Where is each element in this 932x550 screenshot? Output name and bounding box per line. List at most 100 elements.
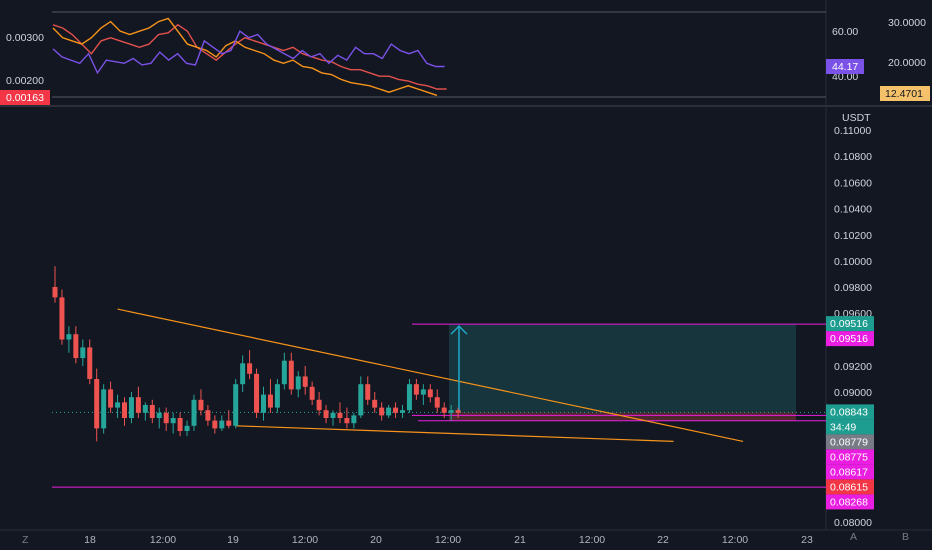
log-scale-button[interactable]: B xyxy=(902,531,909,543)
candle-body xyxy=(420,389,426,395)
candle-body xyxy=(247,363,253,374)
price-label: 0.09000 xyxy=(834,387,872,399)
candle-body xyxy=(87,347,93,379)
time-label: 22 xyxy=(657,534,669,546)
candle-body xyxy=(122,402,127,418)
price-label: 0.10600 xyxy=(834,177,872,189)
price-badge xyxy=(826,494,874,510)
candle-body xyxy=(94,379,100,429)
ind-right-current-bg xyxy=(880,86,930,101)
time-label: 23 xyxy=(801,534,813,546)
price-badge xyxy=(826,449,874,465)
candle-body xyxy=(351,415,357,424)
time-label: 12:00 xyxy=(435,534,461,546)
candle-body xyxy=(365,384,371,400)
candle-body xyxy=(177,418,183,431)
price-badge xyxy=(826,479,874,495)
candle-body xyxy=(302,376,308,387)
time-axis: 18 12:00 19 12:00 20 12:00 21 12:00 22 12:00 23 xyxy=(84,534,813,546)
candle-body xyxy=(288,360,294,390)
price-badge-text: 0.09516 xyxy=(830,333,868,345)
ind-mid-label-1: 60.00 xyxy=(832,26,858,38)
candle-body xyxy=(434,397,440,408)
candle-body xyxy=(191,399,197,426)
indicator-orange-line xyxy=(52,17,438,97)
ind-left-current: 0.00163 xyxy=(6,92,44,104)
candle-body xyxy=(406,384,412,411)
indicator-pane: 0.00300 0.00200 0.00163 60.00 40.00 44.1… xyxy=(0,11,930,105)
price-badge-text: 0.08615 xyxy=(830,481,868,493)
price-label: 0.10800 xyxy=(834,151,872,163)
time-label: 12:00 xyxy=(292,534,318,546)
price-badge-text: 0.08268 xyxy=(830,496,868,508)
candle-body xyxy=(184,425,190,431)
ind-right-label-2: 20.0000 xyxy=(888,57,926,69)
zoom-button[interactable]: Z xyxy=(22,534,29,546)
candle-body xyxy=(448,410,454,413)
candle-body xyxy=(163,412,169,424)
price-badge xyxy=(826,316,874,332)
ind-mid-current: 44.17 xyxy=(832,61,858,73)
trendline-lower xyxy=(235,425,674,442)
price-label: 0.09200 xyxy=(834,361,872,373)
candle-body xyxy=(316,399,322,411)
candle-body xyxy=(372,399,378,408)
candle-body xyxy=(295,376,301,390)
price-badge-text: 0.09516 xyxy=(830,318,868,330)
candle-body xyxy=(323,410,329,418)
candle-body xyxy=(413,384,419,395)
price-label: 0.10400 xyxy=(834,204,872,216)
price-badge-text: 0.08843 xyxy=(830,406,868,418)
candle-body xyxy=(66,334,72,340)
time-label: 12:00 xyxy=(579,534,605,546)
candle-body xyxy=(441,407,447,413)
time-label: 19 xyxy=(227,534,239,546)
candle-body xyxy=(80,347,86,359)
main-pane: USDT 0.11000 0.10800 0.10600 0.10400 0.10200… xyxy=(52,112,874,529)
candle-body xyxy=(254,373,260,413)
ind-mid-current-bg xyxy=(826,59,864,74)
currency-label: USDT xyxy=(842,112,871,124)
ind-left-current-bg xyxy=(0,90,50,105)
price-label: 0.10200 xyxy=(834,230,872,242)
ind-left-label-1: 0.00300 xyxy=(6,32,44,44)
candle-body xyxy=(393,407,399,413)
time-label: 20 xyxy=(370,534,382,546)
candle-body xyxy=(101,389,107,429)
candle-body xyxy=(358,384,364,416)
candle-body xyxy=(149,405,155,418)
candle-body xyxy=(59,297,65,340)
candle-body xyxy=(261,394,266,413)
indicator-red-line xyxy=(52,23,447,90)
ind-right-current: 12.4701 xyxy=(885,88,923,100)
candle-body xyxy=(205,410,211,421)
time-label: 12:00 xyxy=(722,534,748,546)
candle-body xyxy=(156,412,162,418)
candle-body xyxy=(52,287,58,298)
price-badge-text: 0.08775 xyxy=(830,451,868,463)
price-badge xyxy=(826,331,874,347)
price-badge xyxy=(826,419,874,435)
price-label: 0.10000 xyxy=(834,256,872,268)
price-label: 0.11000 xyxy=(834,125,871,137)
candle-body xyxy=(170,418,176,424)
candle-body xyxy=(128,397,134,418)
price-badge xyxy=(826,404,874,420)
auto-scale-button[interactable]: A xyxy=(850,531,857,543)
candle-body xyxy=(344,418,350,424)
candle-body xyxy=(233,384,239,426)
time-label: 18 xyxy=(84,534,96,546)
candle-body xyxy=(73,334,79,359)
time-label: 12:00 xyxy=(150,534,176,546)
candle-body xyxy=(108,389,114,408)
price-label: 0.08000 xyxy=(834,517,872,529)
candle-body xyxy=(379,407,385,416)
candle-body xyxy=(212,420,218,429)
candle-body xyxy=(198,399,204,411)
price-label: 0.09800 xyxy=(834,282,872,294)
candle-body xyxy=(330,412,336,418)
target-arrow-head xyxy=(450,325,468,335)
candle-body xyxy=(427,389,433,398)
candle-body xyxy=(115,402,121,408)
